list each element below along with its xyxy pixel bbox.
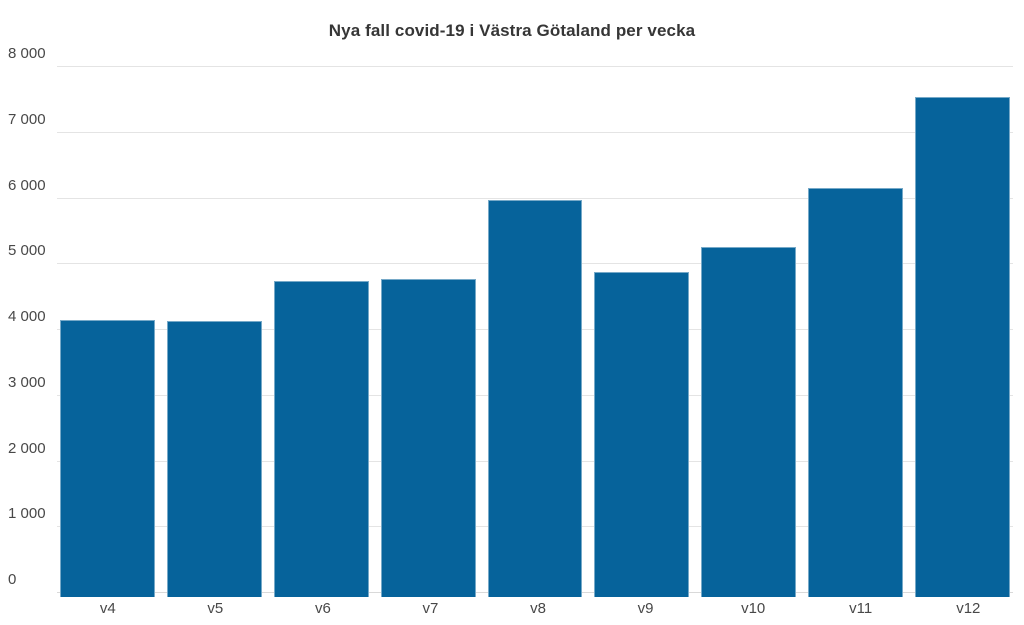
bar-v12 [915,97,1011,597]
bar-v7 [380,278,476,597]
gridline [57,131,1013,133]
y-tick-label: 0 [8,571,17,588]
y-tick-label: 3 000 [8,373,46,391]
y-tick-label: 2 000 [8,439,46,457]
bar-v6 [273,281,369,597]
x-axis: v4 v5 v6 v7 v8 v9 v10 v11 v12 [57,600,1019,618]
bar-v11 [808,187,904,597]
bar-series [57,67,1013,597]
bar-v4 [60,320,155,597]
x-tick-label: v5 [207,600,224,617]
x-tick-label: v10 [741,600,766,617]
gridline [57,197,1013,199]
x-tick-label: v9 [637,600,654,617]
x-tick-label: v8 [530,600,546,617]
chart-title: Nya fall covid-19 i Västra Götaland per … [328,21,696,40]
x-tick-label: v7 [422,600,439,617]
bar-v8 [487,200,583,597]
bar-v10 [701,247,797,597]
bar-v5 [166,320,262,597]
gridline [57,66,1013,67]
y-tick-label: 4 000 [8,308,46,325]
y-tick-label: 1 000 [8,505,46,523]
y-tick-label: 7 000 [8,110,46,128]
y-tick-label: 6 000 [8,176,46,194]
y-tick-label: 8 000 [8,45,46,62]
plot-area: 0 1 000 2 000 3 000 4 000 5 000 6 000 7 000 8 00… [8,46,1013,597]
x-tick-label: v11 [849,600,873,617]
x-tick-label: v4 [99,600,116,617]
y-tick-label: 5 000 [8,242,46,260]
x-tick-label: v12 [956,600,981,617]
x-tick-label: v6 [314,600,331,617]
bar-v9 [594,272,690,597]
